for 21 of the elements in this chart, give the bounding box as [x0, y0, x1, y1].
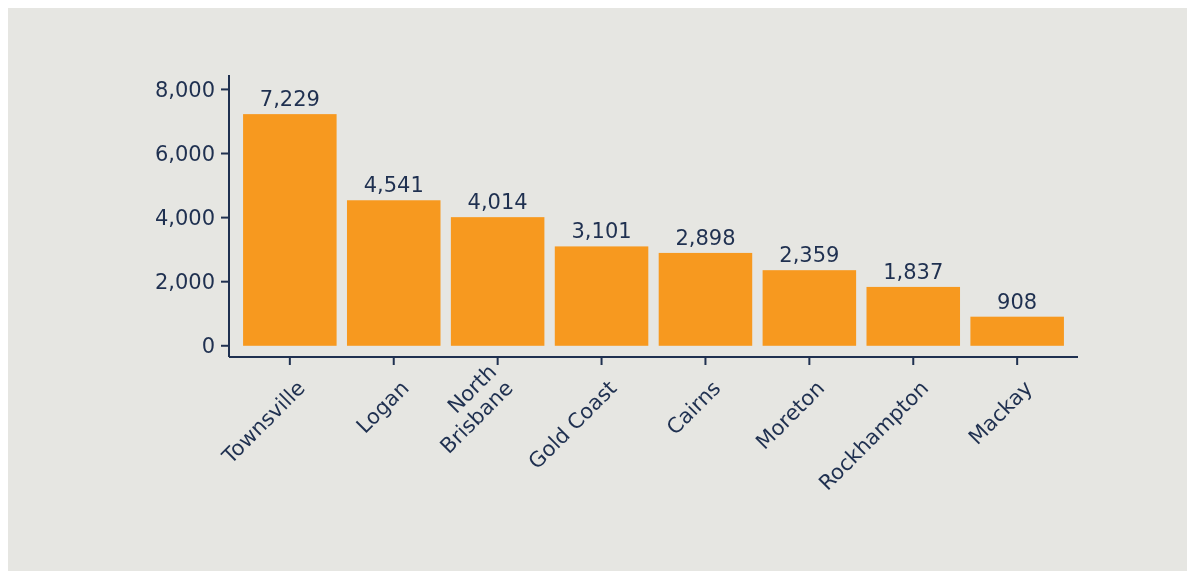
data-label: 908 — [997, 289, 1038, 314]
y-tick-label: 6,000 — [154, 141, 215, 166]
data-label: 2,898 — [675, 225, 736, 250]
bar — [243, 114, 337, 346]
bar — [866, 286, 961, 346]
data-label: 4,541 — [363, 173, 424, 198]
y-tick-label: 2,000 — [154, 270, 215, 295]
bar — [762, 270, 857, 346]
y-tick-label: 4,000 — [154, 205, 215, 230]
data-label: 2,359 — [779, 243, 840, 268]
data-label: 4,014 — [467, 190, 528, 215]
data-label: 7,229 — [259, 87, 320, 112]
data-label: 1,837 — [883, 259, 944, 284]
bar — [346, 200, 441, 346]
bar — [450, 217, 545, 346]
y-tick-label: 8,000 — [154, 77, 215, 102]
data-label: 3,101 — [571, 219, 632, 244]
y-tick-label: 0 — [201, 334, 215, 359]
bar — [554, 246, 649, 346]
bar — [970, 316, 1064, 346]
bar — [658, 252, 753, 346]
